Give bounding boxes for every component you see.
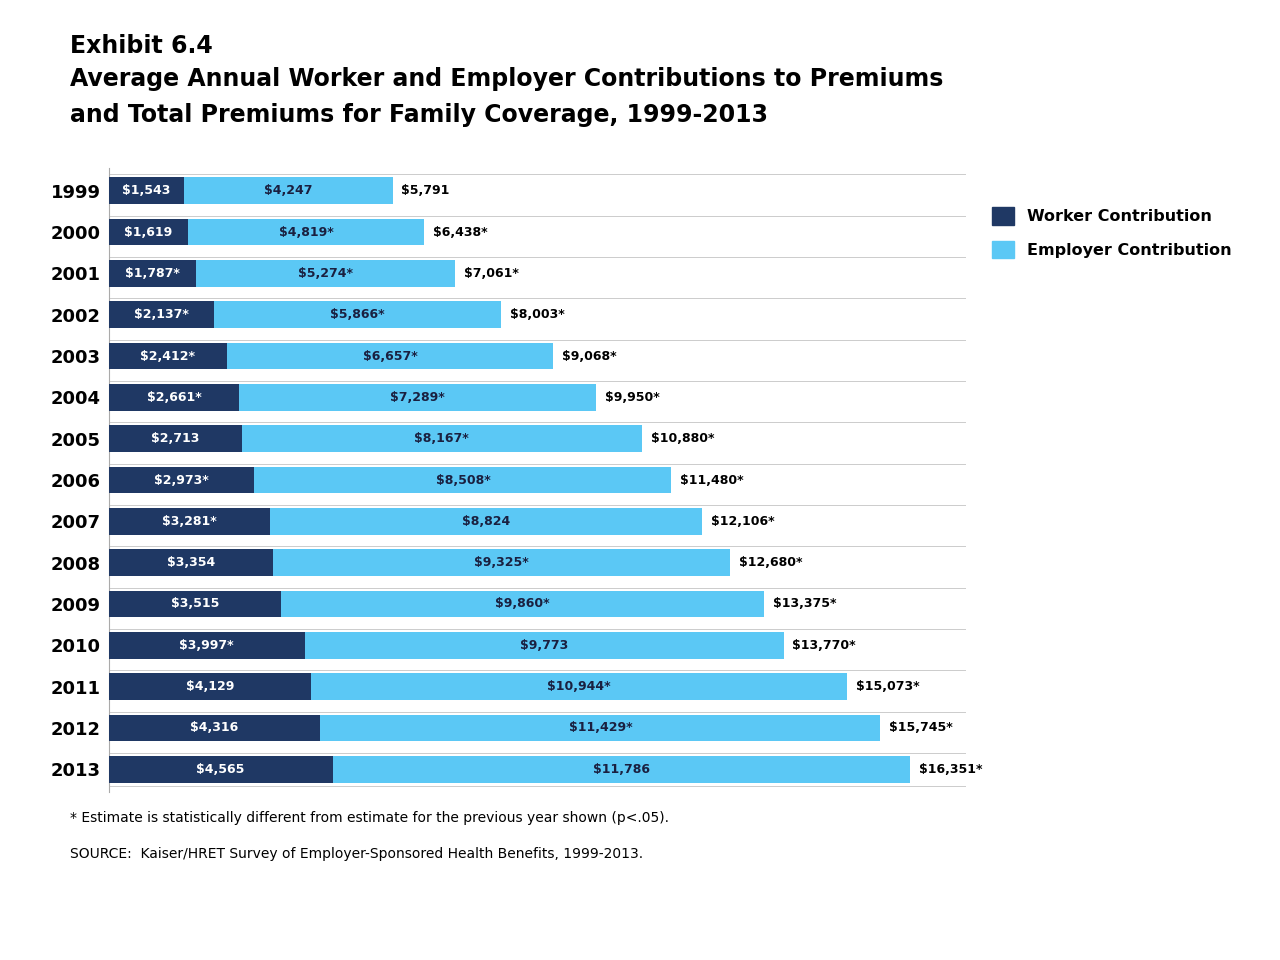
Text: $9,068*: $9,068* [562,349,617,363]
Bar [320,714,881,741]
Text: $15,745*: $15,745* [890,722,954,734]
Text: $3,515: $3,515 [170,597,219,611]
Bar [109,590,282,617]
Text: $9,325*: $9,325* [475,556,529,569]
Text: FOUNDATION: FOUNDATION [1137,925,1199,935]
Bar [282,590,764,617]
Bar [109,508,270,535]
Text: $8,508*: $8,508* [435,473,490,487]
Text: $2,412*: $2,412* [141,349,196,363]
Bar [109,673,311,700]
Text: $4,247: $4,247 [264,184,312,197]
Text: $6,657*: $6,657* [362,349,417,363]
Text: $13,770*: $13,770* [792,638,856,652]
Text: $2,973*: $2,973* [155,473,209,487]
Bar [109,260,196,287]
Text: $11,429*: $11,429* [568,722,632,734]
Bar [333,756,910,782]
Text: $12,106*: $12,106* [710,515,774,528]
Text: $5,791: $5,791 [402,184,449,197]
Text: $5,866*: $5,866* [330,308,384,322]
Text: $7,061*: $7,061* [463,267,518,280]
Bar [311,673,847,700]
Bar [239,384,596,411]
Bar [109,549,273,576]
Text: $12,680*: $12,680* [739,556,803,569]
Text: $8,824: $8,824 [462,515,509,528]
Text: $11,480*: $11,480* [680,473,744,487]
Bar [227,343,553,370]
Bar [109,219,188,246]
Bar [188,219,424,246]
Bar [109,632,305,659]
Bar [109,343,227,370]
Bar [242,425,643,452]
Text: $4,565: $4,565 [196,763,244,776]
Text: and Total Premiums for Family Coverage, 1999-2013: and Total Premiums for Family Coverage, … [70,103,768,127]
Text: $10,944*: $10,944* [548,680,611,693]
Bar [273,549,730,576]
Text: $11,786: $11,786 [593,763,650,776]
Text: $3,281*: $3,281* [161,515,216,528]
Text: $15,073*: $15,073* [856,680,920,693]
Text: KAISER: KAISER [1137,883,1199,899]
Text: $2,137*: $2,137* [133,308,188,322]
Bar [109,467,255,493]
Legend: Worker Contribution, Employer Contribution: Worker Contribution, Employer Contributi… [992,207,1231,258]
Text: $10,880*: $10,880* [650,432,714,445]
Text: THE HENRY J.: THE HENRY J. [1139,866,1197,876]
Text: SOURCE:  Kaiser/HRET Survey of Employer-Sponsored Health Benefits, 1999-2013.: SOURCE: Kaiser/HRET Survey of Employer-S… [70,847,644,861]
Text: $9,860*: $9,860* [495,597,550,611]
Text: $4,129: $4,129 [186,680,234,693]
Text: $1,787*: $1,787* [125,267,180,280]
Text: $4,316: $4,316 [191,722,238,734]
Bar [109,178,184,204]
Bar [109,384,239,411]
Bar [184,178,393,204]
Text: Exhibit 6.4: Exhibit 6.4 [70,34,214,58]
Text: $8,167*: $8,167* [415,432,470,445]
Text: $7,289*: $7,289* [390,391,445,404]
Text: Average Annual Worker and Employer Contributions to Premiums: Average Annual Worker and Employer Contr… [70,67,943,91]
Bar [305,632,783,659]
Bar [109,714,320,741]
Text: $2,713: $2,713 [151,432,200,445]
Text: $13,375*: $13,375* [773,597,837,611]
Text: $8,003*: $8,003* [509,308,564,322]
Text: FAMILY: FAMILY [1138,903,1198,919]
Text: $5,274*: $5,274* [298,267,353,280]
Bar [109,425,242,452]
Bar [214,301,500,328]
Text: $4,819*: $4,819* [279,226,334,238]
Text: $1,543: $1,543 [123,184,170,197]
Bar [255,467,672,493]
Text: $9,950*: $9,950* [605,391,660,404]
Text: * Estimate is statistically different from estimate for the previous year shown : * Estimate is statistically different fr… [70,811,669,826]
Bar [270,508,701,535]
Text: $16,351*: $16,351* [919,763,983,776]
Text: $9,773: $9,773 [520,638,568,652]
Text: $1,619: $1,619 [124,226,173,238]
Bar [109,301,214,328]
Text: $3,354: $3,354 [166,556,215,569]
Text: $6,438*: $6,438* [433,226,488,238]
Bar [109,756,333,782]
Bar [196,260,454,287]
Text: $2,661*: $2,661* [147,391,201,404]
Text: $3,997*: $3,997* [179,638,234,652]
